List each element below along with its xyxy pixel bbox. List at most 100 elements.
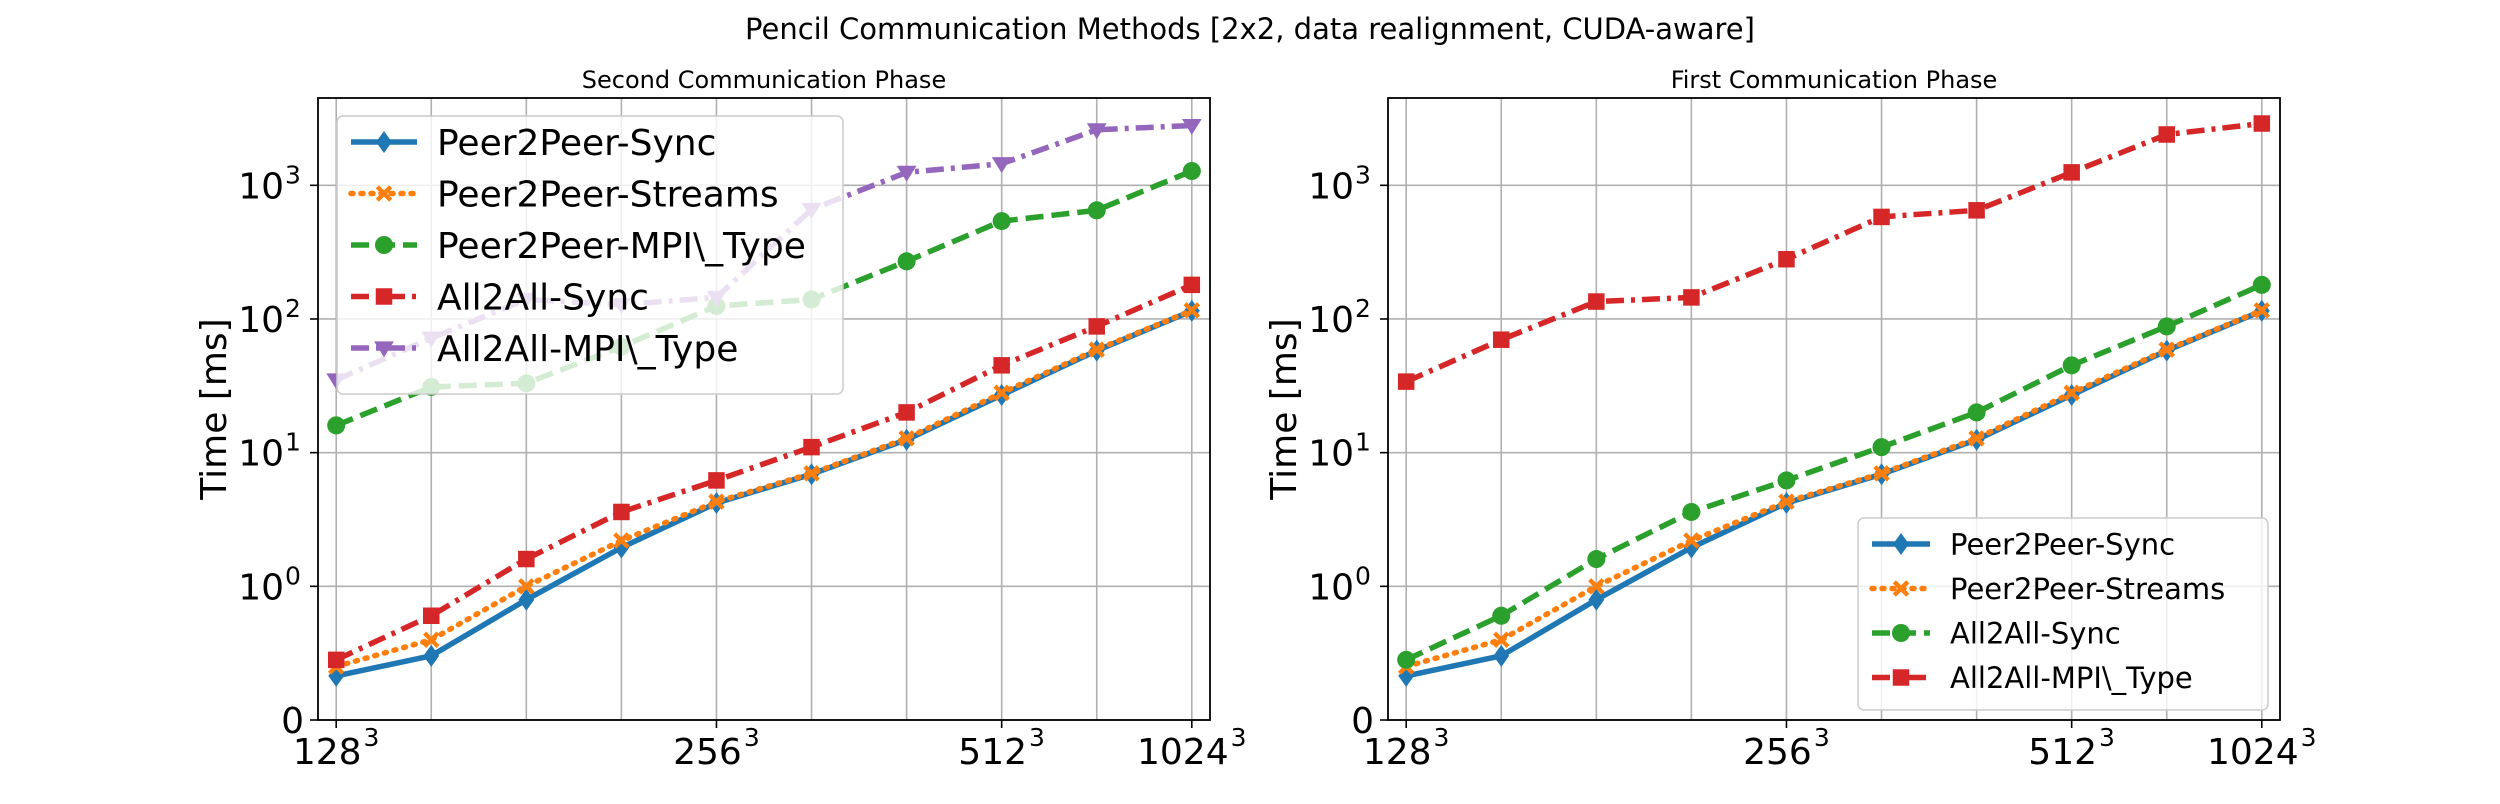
data-point — [518, 578, 535, 595]
data-point — [2252, 275, 2271, 294]
y-tick-label: 0 — [281, 701, 304, 742]
y-tick-label: 10 — [1308, 166, 1354, 207]
data-point — [1183, 302, 1201, 319]
legend-label: All2All-Sync — [1950, 616, 2121, 650]
x-tick-label: 256 — [673, 732, 742, 773]
legend-box — [336, 115, 844, 395]
x-tick-label: 256 — [1743, 732, 1812, 773]
x-tick-label-exponent: 3 — [2301, 723, 2317, 752]
data-point — [803, 438, 820, 456]
data-point — [1683, 532, 1700, 549]
data-point — [1683, 289, 1700, 306]
data-point — [2157, 317, 2176, 336]
series-line-all2all-sync — [1405, 282, 2263, 663]
y-tick-label-exponent: 1 — [285, 428, 301, 457]
legend-marker — [1892, 580, 1910, 597]
legend-label: All2All-Sync — [437, 277, 649, 318]
y-tick-label-exponent: 1 — [1355, 428, 1371, 457]
data-point — [1682, 502, 1701, 521]
legend-box — [1857, 517, 2269, 711]
legend-marker — [1892, 669, 1910, 686]
data-point — [1086, 123, 1107, 140]
y-tick-label: 10 — [1308, 434, 1354, 475]
data-point — [898, 430, 915, 447]
series-peer2peer-streams — [1397, 302, 2271, 675]
data-point — [897, 252, 916, 271]
legend-label: Peer2Peer-MPI\_Type — [437, 226, 806, 267]
x-tick-label: 512 — [2028, 732, 2097, 773]
series-line-all2all-mpi-type — [1405, 120, 2263, 385]
x-tick-label-exponent: 3 — [1029, 723, 1045, 752]
data-point — [1397, 650, 1416, 669]
y-tick-label: 0 — [1351, 701, 1374, 742]
data-point — [1588, 293, 1605, 310]
axes-frame — [317, 97, 1211, 721]
data-point — [708, 493, 725, 510]
data-point — [1181, 118, 1202, 135]
y-tick-label-exponent: 0 — [285, 561, 301, 590]
data-point — [2158, 341, 2175, 358]
data-point — [1968, 202, 1985, 219]
data-point — [423, 644, 440, 667]
data-point — [898, 404, 915, 421]
x-tick-label: 512 — [958, 732, 1027, 773]
data-point — [992, 212, 1011, 231]
data-point — [991, 157, 1012, 174]
data-point — [2158, 126, 2175, 143]
data-point — [1777, 471, 1796, 490]
data-point — [1493, 644, 1510, 667]
series-all2all-mpi-type — [1397, 115, 2271, 390]
x-tick-label-exponent: 3 — [1814, 723, 1830, 752]
y-axis-label: Time [ms] — [194, 318, 235, 500]
y-tick-label-exponent: 3 — [285, 160, 301, 189]
data-point — [1397, 373, 1415, 390]
axes-frame — [1387, 97, 2281, 721]
y-tick-label-exponent: 3 — [1355, 160, 1371, 189]
legend: Peer2Peer-Sync Peer2Peer-Streams All2All-S… — [1857, 517, 2269, 711]
y-axis-label: Time [ms] — [1264, 318, 1305, 500]
data-point — [803, 465, 820, 482]
data-point — [708, 472, 725, 489]
chart-title: Second Communication Phase — [582, 66, 946, 94]
data-point — [327, 651, 345, 669]
data-point — [1493, 331, 1510, 348]
data-point — [1873, 465, 1890, 482]
data-point — [518, 550, 535, 568]
data-point — [1968, 430, 1985, 447]
data-point — [1493, 631, 1510, 649]
y-tick-label: 10 — [1308, 300, 1354, 341]
data-point — [2062, 356, 2081, 375]
series-line-all2all-sync — [335, 282, 1193, 663]
data-point — [423, 607, 440, 624]
y-tick-label: 10 — [238, 300, 284, 341]
data-point — [423, 631, 440, 649]
series-line-peer2peer-streams — [1403, 307, 2265, 670]
legend-marker — [375, 185, 393, 202]
data-point — [1778, 250, 1795, 268]
y-tick-label: 10 — [1308, 567, 1354, 608]
data-point — [1183, 276, 1201, 294]
data-point — [2063, 384, 2080, 402]
y-tick-label: 10 — [238, 567, 284, 608]
data-point — [613, 503, 630, 521]
data-point — [2253, 302, 2271, 319]
legend-marker — [1891, 623, 1911, 643]
legend-label: Peer2Peer-Streams — [437, 174, 779, 215]
data-point — [1587, 550, 1606, 569]
legend-marker — [375, 288, 393, 305]
data-point — [993, 384, 1010, 402]
data-point — [1588, 578, 1605, 595]
data-point — [1182, 161, 1201, 181]
x-tick-label: 128 — [1363, 732, 1432, 773]
legend-marker — [374, 341, 394, 358]
series-peer2peer-streams — [327, 302, 1201, 675]
legend-label: All2All-MPI\_Type — [437, 329, 738, 370]
legend-marker — [1893, 533, 1909, 555]
data-point — [518, 588, 535, 611]
legend-label: Peer2Peer-Sync — [1950, 527, 2175, 561]
y-tick-label-exponent: 0 — [1355, 561, 1371, 590]
